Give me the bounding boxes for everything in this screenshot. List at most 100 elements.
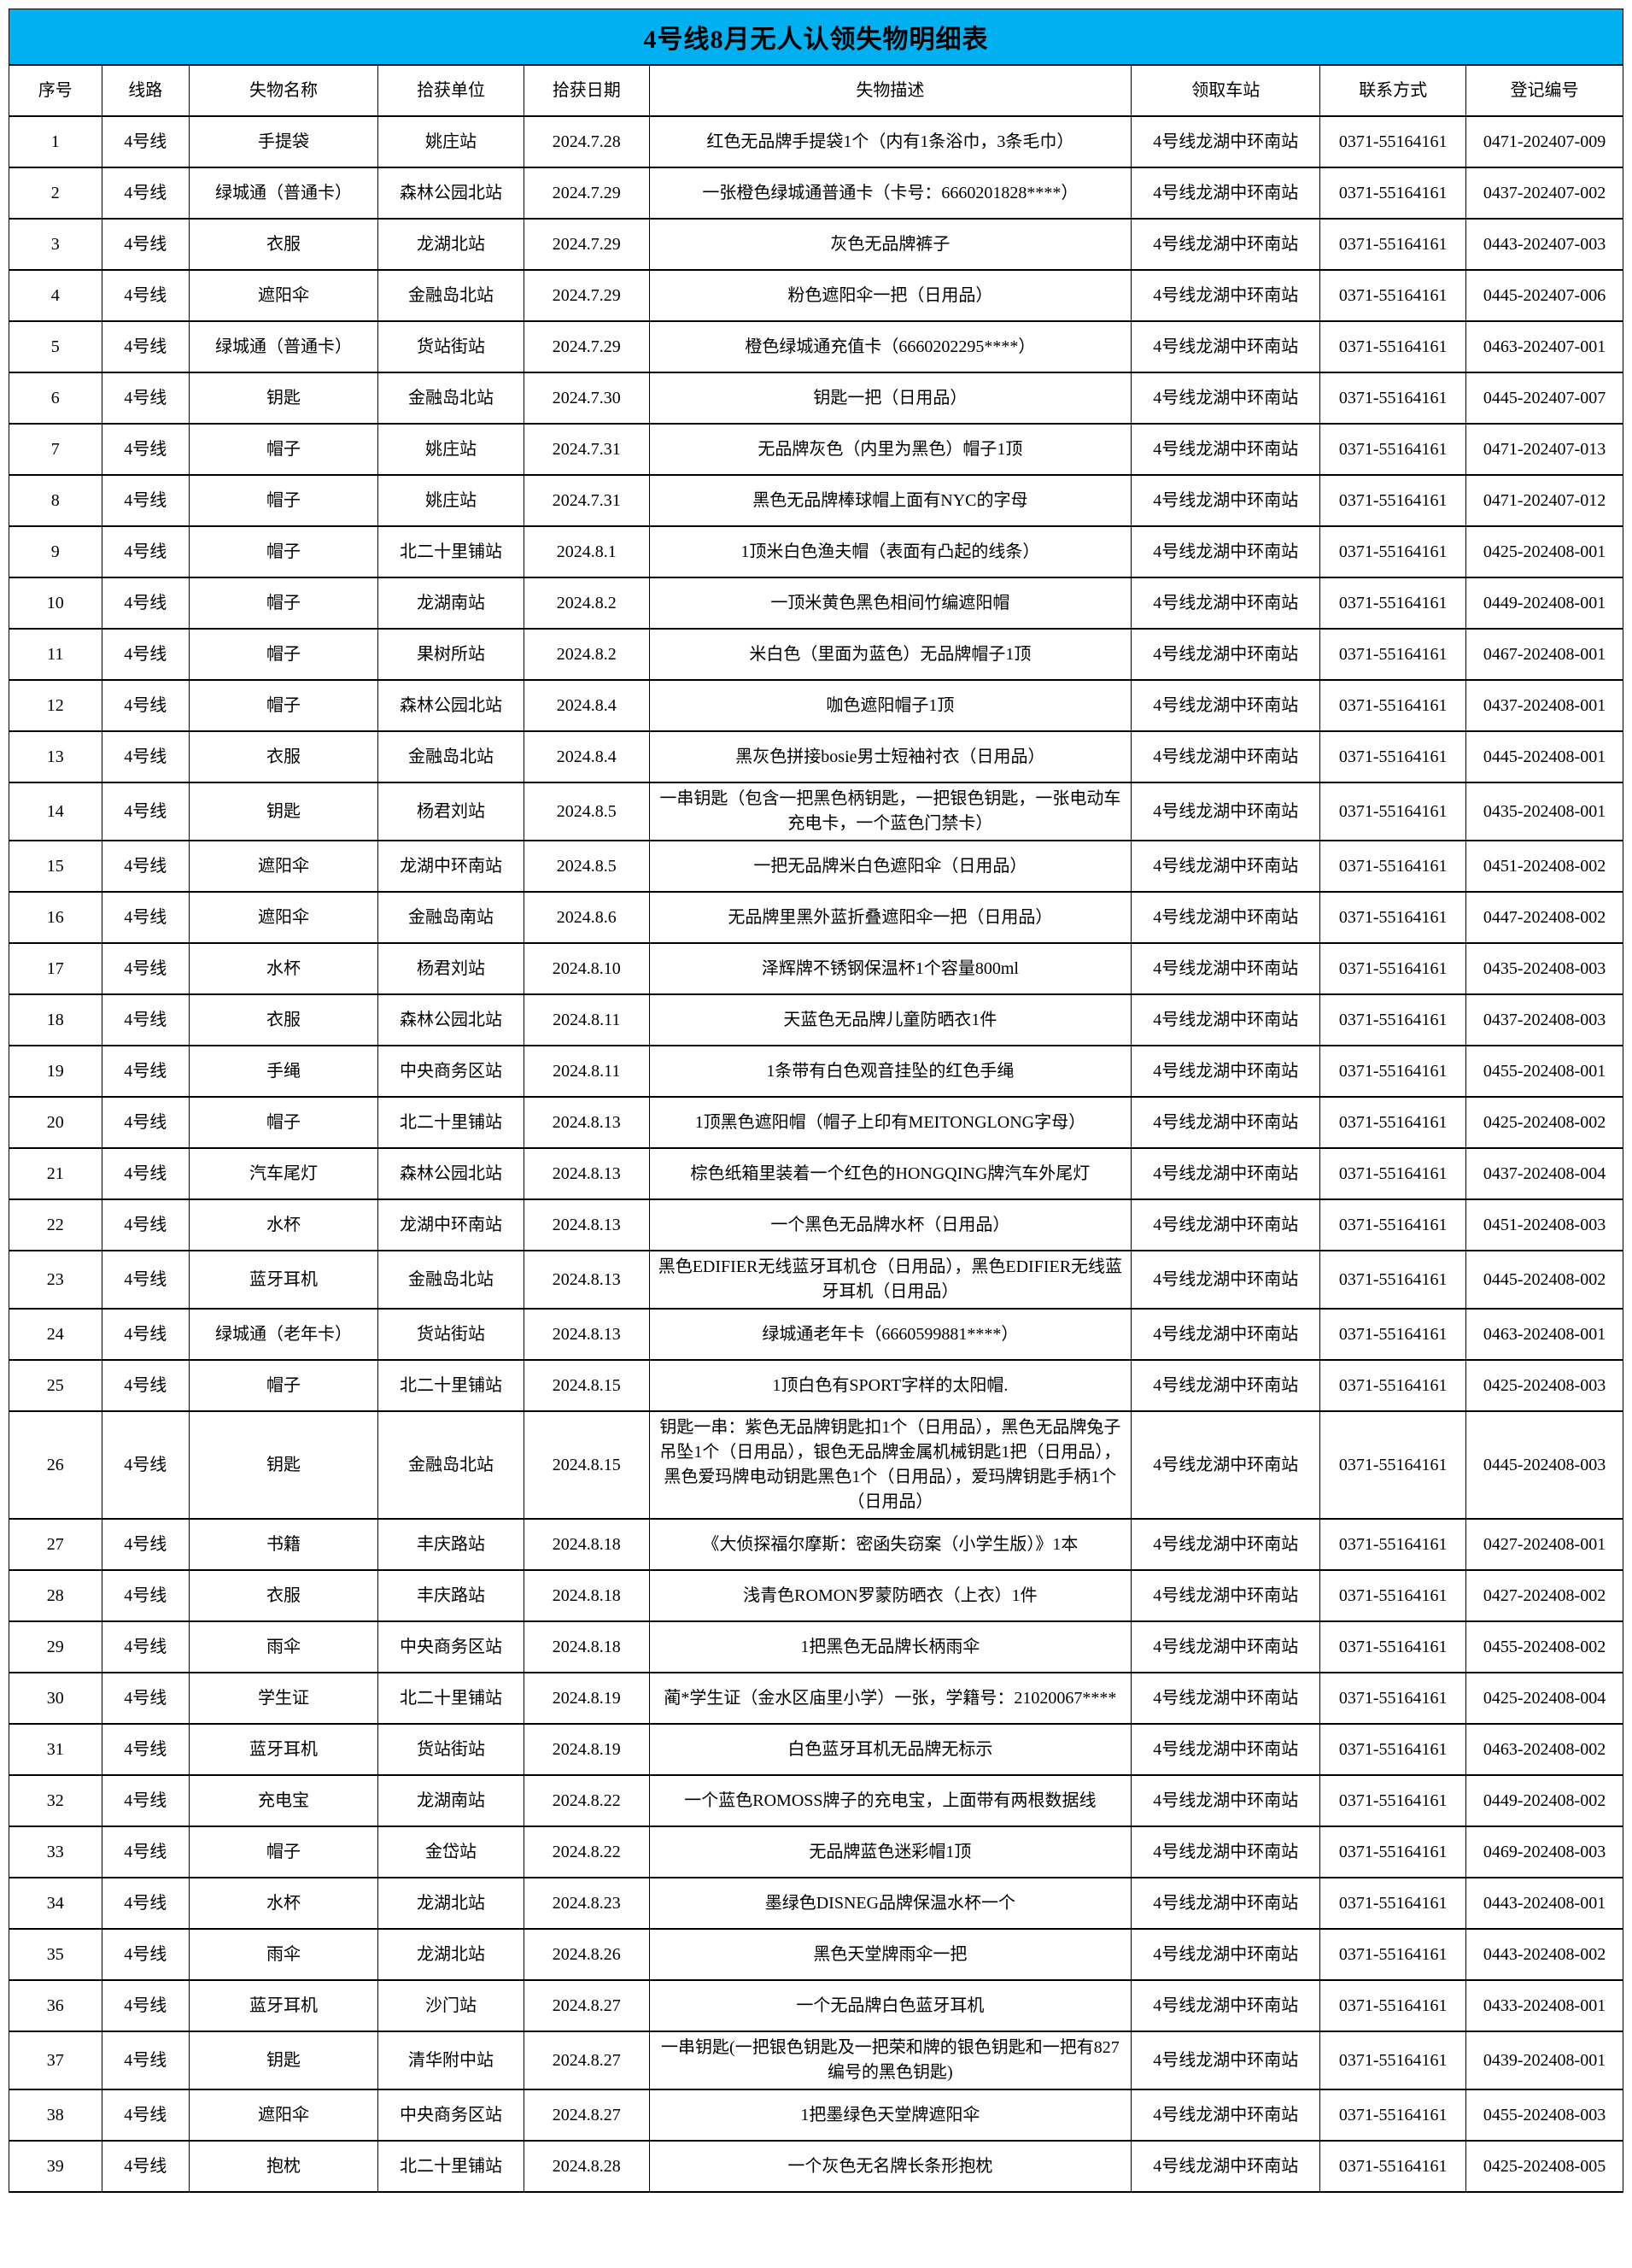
cell-line: 4号线 bbox=[101, 1410, 190, 1520]
cell-contact: 0371-55164161 bbox=[1319, 372, 1467, 425]
cell-item_name: 帽子 bbox=[188, 679, 379, 732]
cell-index: 12 bbox=[9, 679, 102, 732]
cell-line: 4号线 bbox=[101, 993, 190, 1046]
cell-item_name: 遮阳伞 bbox=[188, 840, 379, 893]
cell-description: 无品牌蓝色迷彩帽1顶 bbox=[648, 1826, 1132, 1878]
cell-line: 4号线 bbox=[101, 1928, 190, 1981]
cell-item_name: 钥匙 bbox=[188, 372, 379, 425]
cell-description: 米白色（里面为蓝色）无品牌帽子1顶 bbox=[648, 628, 1132, 681]
cell-item_name: 学生证 bbox=[188, 1672, 379, 1725]
cell-description: 1顶黑色遮阳帽（帽子上印有MEITONGLONG字母） bbox=[648, 1096, 1132, 1149]
cell-index: 8 bbox=[9, 474, 102, 527]
cell-reg_number: 0437-202407-002 bbox=[1465, 167, 1623, 220]
cell-found_station: 龙湖中环南站 bbox=[377, 840, 524, 893]
table-row: 24 4号线 绿城通（老年卡） 货站街站 2024.8.13 绿城通老年卡（6660599… bbox=[9, 1308, 1623, 1361]
cell-index: 13 bbox=[9, 730, 102, 783]
cell-claim_station: 4号线龙湖中环南站 bbox=[1131, 1620, 1321, 1673]
cell-description: 一个无品牌白色蓝牙耳机 bbox=[648, 1979, 1132, 2032]
cell-reg_number: 0435-202408-001 bbox=[1465, 782, 1623, 841]
cell-line: 4号线 bbox=[101, 628, 190, 681]
table-row: 27 4号线 书籍 丰庆路站 2024.8.18 《大侦探福尔摩斯：密函失窃案（小学生版）… bbox=[9, 1518, 1623, 1571]
cell-item_name: 帽子 bbox=[188, 474, 379, 527]
cell-index: 2 bbox=[9, 167, 102, 220]
cell-index: 36 bbox=[9, 1979, 102, 2032]
cell-reg_number: 0471-202407-009 bbox=[1465, 115, 1623, 168]
cell-reg_number: 0471-202407-012 bbox=[1465, 474, 1623, 527]
cell-contact: 0371-55164161 bbox=[1319, 679, 1467, 732]
cell-contact: 0371-55164161 bbox=[1319, 1774, 1467, 1827]
table-row: 19 4号线 手绳 中央商务区站 2024.8.11 1条带有白色观音挂坠的红色手绳 4号线… bbox=[9, 1045, 1623, 1098]
table-row: 35 4号线 雨伞 龙湖北站 2024.8.26 黑色天堂牌雨伞一把 4号线龙湖中环南站 03… bbox=[9, 1928, 1623, 1981]
cell-found_date: 2024.8.18 bbox=[523, 1620, 650, 1673]
cell-description: 棕色纸箱里装着一个红色的HONGQING牌汽车外尾灯 bbox=[648, 1147, 1132, 1200]
cell-item_name: 绿城通（普通卡） bbox=[188, 167, 379, 220]
cell-line: 4号线 bbox=[101, 942, 190, 995]
lost-items-table: 序号 线路 失物名称 拾获单位 拾获日期 失物描述 领取车站 联系方式 登记编号 1 4号线 手提袋… bbox=[9, 64, 1623, 2193]
cell-line: 4号线 bbox=[101, 1723, 190, 1776]
table-row: 28 4号线 衣服 丰庆路站 2024.8.18 浅青色ROMON罗蒙防晒衣（上衣）1件 4… bbox=[9, 1569, 1623, 1622]
table-row: 9 4号线 帽子 北二十里铺站 2024.8.1 1顶米白色渔夫帽（表面有凸起的线条） 4号… bbox=[9, 525, 1623, 578]
table-row: 32 4号线 充电宝 龙湖南站 2024.8.22 一个蓝色ROMOSS牌子的充电宝，上面… bbox=[9, 1774, 1623, 1827]
cell-index: 24 bbox=[9, 1308, 102, 1361]
cell-claim_station: 4号线龙湖中环南站 bbox=[1131, 1045, 1321, 1098]
cell-index: 33 bbox=[9, 1826, 102, 1878]
cell-found_date: 2024.7.30 bbox=[523, 372, 650, 425]
cell-item_name: 钥匙 bbox=[188, 782, 379, 841]
cell-index: 4 bbox=[9, 269, 102, 322]
cell-item_name: 书籍 bbox=[188, 1518, 379, 1571]
cell-reg_number: 0437-202408-001 bbox=[1465, 679, 1623, 732]
cell-index: 35 bbox=[9, 1928, 102, 1981]
table-row: 36 4号线 蓝牙耳机 沙门站 2024.8.27 一个无品牌白色蓝牙耳机 4号线龙湖中环南… bbox=[9, 1979, 1623, 2032]
cell-found_date: 2024.8.13 bbox=[523, 1096, 650, 1149]
cell-description: 黑色天堂牌雨伞一把 bbox=[648, 1928, 1132, 1981]
table-row: 6 4号线 钥匙 金融岛北站 2024.7.30 钥匙一把（日用品） 4号线龙湖中环南站 03… bbox=[9, 372, 1623, 425]
cell-claim_station: 4号线龙湖中环南站 bbox=[1131, 2089, 1321, 2142]
cell-reg_number: 0435-202408-003 bbox=[1465, 942, 1623, 995]
cell-reg_number: 0443-202408-002 bbox=[1465, 1928, 1623, 1981]
cell-line: 4号线 bbox=[101, 1569, 190, 1622]
cell-line: 4号线 bbox=[101, 1620, 190, 1673]
cell-index: 5 bbox=[9, 320, 102, 373]
table-row: 39 4号线 抱枕 北二十里铺站 2024.8.28 一个灰色无名牌长条形抱枕 4号线龙湖中… bbox=[9, 2140, 1623, 2193]
cell-line: 4号线 bbox=[101, 2140, 190, 2193]
cell-index: 18 bbox=[9, 993, 102, 1046]
cell-reg_number: 0437-202408-003 bbox=[1465, 993, 1623, 1046]
cell-item_name: 雨伞 bbox=[188, 1620, 379, 1673]
cell-found_date: 2024.8.10 bbox=[523, 942, 650, 995]
cell-description: 《大侦探福尔摩斯：密函失窃案（小学生版）》1本 bbox=[648, 1518, 1132, 1571]
cell-found_station: 中央商务区站 bbox=[377, 1045, 524, 1098]
cell-claim_station: 4号线龙湖中环南站 bbox=[1131, 167, 1321, 220]
cell-index: 10 bbox=[9, 577, 102, 630]
table-row: 8 4号线 帽子 姚庄站 2024.7.31 黑色无品牌棒球帽上面有NYC的字母 4号线龙湖… bbox=[9, 474, 1623, 527]
cell-found_date: 2024.8.4 bbox=[523, 679, 650, 732]
cell-contact: 0371-55164161 bbox=[1319, 1877, 1467, 1930]
cell-contact: 0371-55164161 bbox=[1319, 1250, 1467, 1310]
table-row: 29 4号线 雨伞 中央商务区站 2024.8.18 1把黑色无品牌长柄雨伞 4号线龙湖中环… bbox=[9, 1620, 1623, 1673]
cell-contact: 0371-55164161 bbox=[1319, 1620, 1467, 1673]
cell-reg_number: 0469-202408-003 bbox=[1465, 1826, 1623, 1878]
cell-description: 1条带有白色观音挂坠的红色手绳 bbox=[648, 1045, 1132, 1098]
cell-reg_number: 0449-202408-001 bbox=[1465, 577, 1623, 630]
cell-item_name: 水杯 bbox=[188, 1877, 379, 1930]
cell-line: 4号线 bbox=[101, 2089, 190, 2142]
cell-found_station: 金岱站 bbox=[377, 1826, 524, 1878]
cell-line: 4号线 bbox=[101, 1774, 190, 1827]
cell-found_station: 金融岛北站 bbox=[377, 269, 524, 322]
cell-contact: 0371-55164161 bbox=[1319, 474, 1467, 527]
cell-description: 红色无品牌手提袋1个（内有1条浴巾，3条毛巾） bbox=[648, 115, 1132, 168]
cell-found_date: 2024.7.29 bbox=[523, 167, 650, 220]
cell-claim_station: 4号线龙湖中环南站 bbox=[1131, 942, 1321, 995]
cell-contact: 0371-55164161 bbox=[1319, 1569, 1467, 1622]
cell-found_station: 北二十里铺站 bbox=[377, 1096, 524, 1149]
cell-line: 4号线 bbox=[101, 1198, 190, 1251]
cell-line: 4号线 bbox=[101, 679, 190, 732]
table-row: 1 4号线 手提袋 姚庄站 2024.7.28 红色无品牌手提袋1个（内有1条浴巾，3条毛… bbox=[9, 115, 1623, 168]
table-row: 3 4号线 衣服 龙湖北站 2024.7.29 灰色无品牌裤子 4号线龙湖中环南站 0371-… bbox=[9, 218, 1623, 271]
cell-contact: 0371-55164161 bbox=[1319, 1672, 1467, 1725]
cell-description: 一张橙色绿城通普通卡（卡号：6660201828****） bbox=[648, 167, 1132, 220]
cell-claim_station: 4号线龙湖中环南站 bbox=[1131, 1723, 1321, 1776]
cell-index: 3 bbox=[9, 218, 102, 271]
cell-description: 1把黑色无品牌长柄雨伞 bbox=[648, 1620, 1132, 1673]
cell-index: 20 bbox=[9, 1096, 102, 1149]
cell-found_date: 2024.8.27 bbox=[523, 2031, 650, 2090]
